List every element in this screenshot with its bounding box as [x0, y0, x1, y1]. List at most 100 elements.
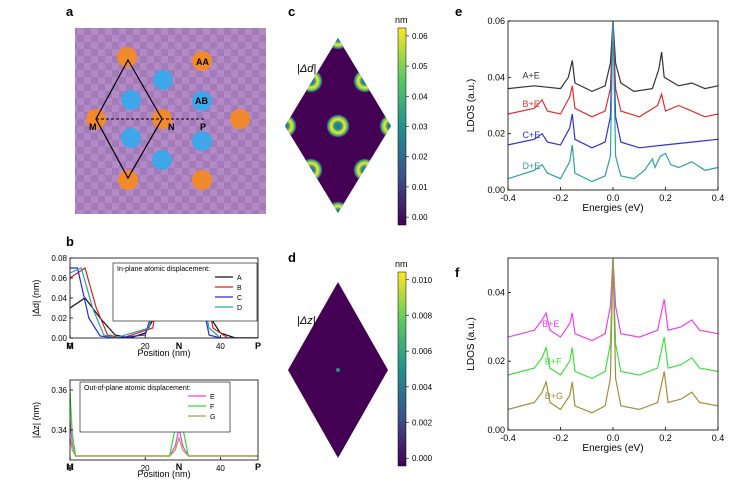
colorbar-tick-label: 0.02 [412, 153, 428, 162]
series-line-c-e [508, 21, 718, 149]
chart-b-top: 0 20 40 0.00 0.02 0.04 0.06 0.08 Position (nm) |Δ… [31, 254, 261, 358]
y-tick-label: 0.02 [487, 129, 505, 139]
y-tick-label: 0.02 [487, 356, 505, 366]
x-tick-label: -0.4 [500, 433, 516, 443]
x-tick-label: 0.4 [712, 433, 725, 443]
x-tick-label: -0.2 [553, 433, 569, 443]
x-tick-label: 20 [141, 342, 150, 351]
colorbar-tick-label: 0.000 [412, 454, 433, 463]
ab-site [153, 70, 173, 90]
y-tick-label: 0.00 [51, 334, 67, 343]
series-line-e [70, 419, 258, 457]
chart-e: -0.4 -0.2 0.0 0.2 0.4 0.00 0.02 0.04 0.06 Energie… [466, 16, 724, 214]
y-tick-label: 0.34 [51, 426, 67, 435]
ab-site [152, 150, 172, 170]
x-tick-label: -0.4 [500, 193, 516, 203]
y-tick-label: 0.04 [51, 294, 67, 303]
point-label-n: N [176, 462, 183, 472]
colorbar-tick-label: 0.01 [412, 183, 428, 192]
aa-site [230, 109, 250, 129]
legend-title: Out-of-plane atomic displacement: [84, 385, 191, 392]
x-tick-label: 0 [68, 342, 73, 351]
label-ab: AB [195, 96, 208, 106]
x-tick-label: 20 [141, 464, 150, 473]
panel-letter-f: f [455, 265, 460, 280]
point-label-n: N [176, 341, 183, 351]
colorbar-tick-label: 0.04 [412, 92, 428, 101]
x-axis-label: Position (nm) [137, 469, 190, 479]
series-label-a-e: A+E [522, 71, 539, 81]
panel-letter-b: b [66, 234, 74, 249]
panel-c: c |Δd| [285, 4, 391, 213]
aa-sites [86, 47, 250, 190]
y-tick-label: 0.04 [487, 72, 505, 82]
legend-label: B [237, 285, 242, 292]
series-line-d-e [508, 21, 718, 183]
legend-label: E [210, 394, 215, 401]
x-tick-label: 0 [68, 464, 73, 473]
series-label-c-e: C+E [522, 130, 540, 140]
y-tick-label: 0.06 [487, 16, 505, 26]
ring-spot [353, 69, 377, 93]
panel-letter-e: e [455, 4, 462, 19]
x-axis-label: Energies (eV) [582, 443, 643, 454]
aa-site [117, 47, 137, 67]
colorbar-tick-label: 0.008 [412, 311, 433, 320]
ab-sites [121, 70, 212, 170]
x-axis-label: Position (nm) [137, 348, 190, 358]
ab-site [121, 128, 141, 148]
series-label-b-e: B+E [522, 99, 539, 109]
legend-label: A [237, 275, 242, 282]
series-line-a-e [508, 21, 718, 93]
colorbar-unit: nm [395, 259, 408, 269]
center-spot [336, 368, 340, 372]
y-tick-label: 0.36 [51, 386, 67, 395]
point-label-m: M [66, 462, 74, 472]
ab-site [192, 131, 212, 151]
colorbar-tick-label: 0.06 [412, 32, 428, 41]
corner-spot [336, 456, 340, 458]
ab-site [192, 91, 212, 111]
legend-label: F [210, 404, 214, 411]
chart-f: -0.4 -0.2 0.0 0.2 0.4 0.00 0.02 0.04 Energies (e… [466, 257, 725, 454]
ring-spot [326, 114, 350, 138]
x-tick-label: 0.2 [659, 193, 672, 203]
legend-box [112, 262, 258, 322]
plot-frame [69, 379, 259, 461]
map-c-label: |Δd| [297, 63, 316, 75]
label-p: P [200, 122, 206, 132]
colorbar-scale [397, 27, 407, 226]
x-tick-label: 40 [216, 464, 225, 473]
x-tick-label: 0.4 [712, 193, 725, 203]
y-tick-label: 0.02 [51, 314, 67, 323]
legend-label: D [237, 305, 242, 312]
legend-label: G [210, 414, 215, 421]
colorbar-c: nm 0.06 0.05 0.04 0.03 0.02 0.01 0.00 [395, 15, 428, 226]
series-group [508, 21, 718, 183]
ring-spot [353, 158, 377, 182]
series-label-b-f: B+F [545, 357, 562, 367]
y-tick-label: 0.00 [487, 425, 505, 435]
colorbar-tick-label: 0.004 [412, 383, 433, 392]
colorbar-tick-label: 0.00 [412, 213, 428, 222]
ring-spot [326, 201, 350, 213]
y-tick-label: 0.06 [51, 274, 67, 283]
colorbar-tick-label: 0.002 [412, 419, 433, 428]
colorbar-tick-label: 0.010 [412, 276, 433, 285]
label-n: N [168, 122, 175, 132]
panel-letter-c: c [288, 4, 295, 19]
colorbar-tick-label: 0.05 [412, 62, 428, 71]
point-label-p: P [255, 341, 261, 351]
point-label-m: M [66, 341, 74, 351]
series-line-b-e [508, 258, 718, 342]
panel-a: a AA AB M N P [66, 4, 266, 214]
y-axis-label: LDOS (a.u.) [466, 317, 477, 370]
series-label-b-g: B+G [545, 391, 563, 401]
x-tick-label: 40 [216, 342, 225, 351]
panel-d: d |Δz| [288, 250, 388, 458]
y-axis-label: |Δz| (nm) [31, 402, 41, 438]
colorbar-tick-label: 0.006 [412, 347, 433, 356]
series-line-b-f [508, 258, 718, 380]
x-tick-label: 0.2 [659, 433, 672, 443]
